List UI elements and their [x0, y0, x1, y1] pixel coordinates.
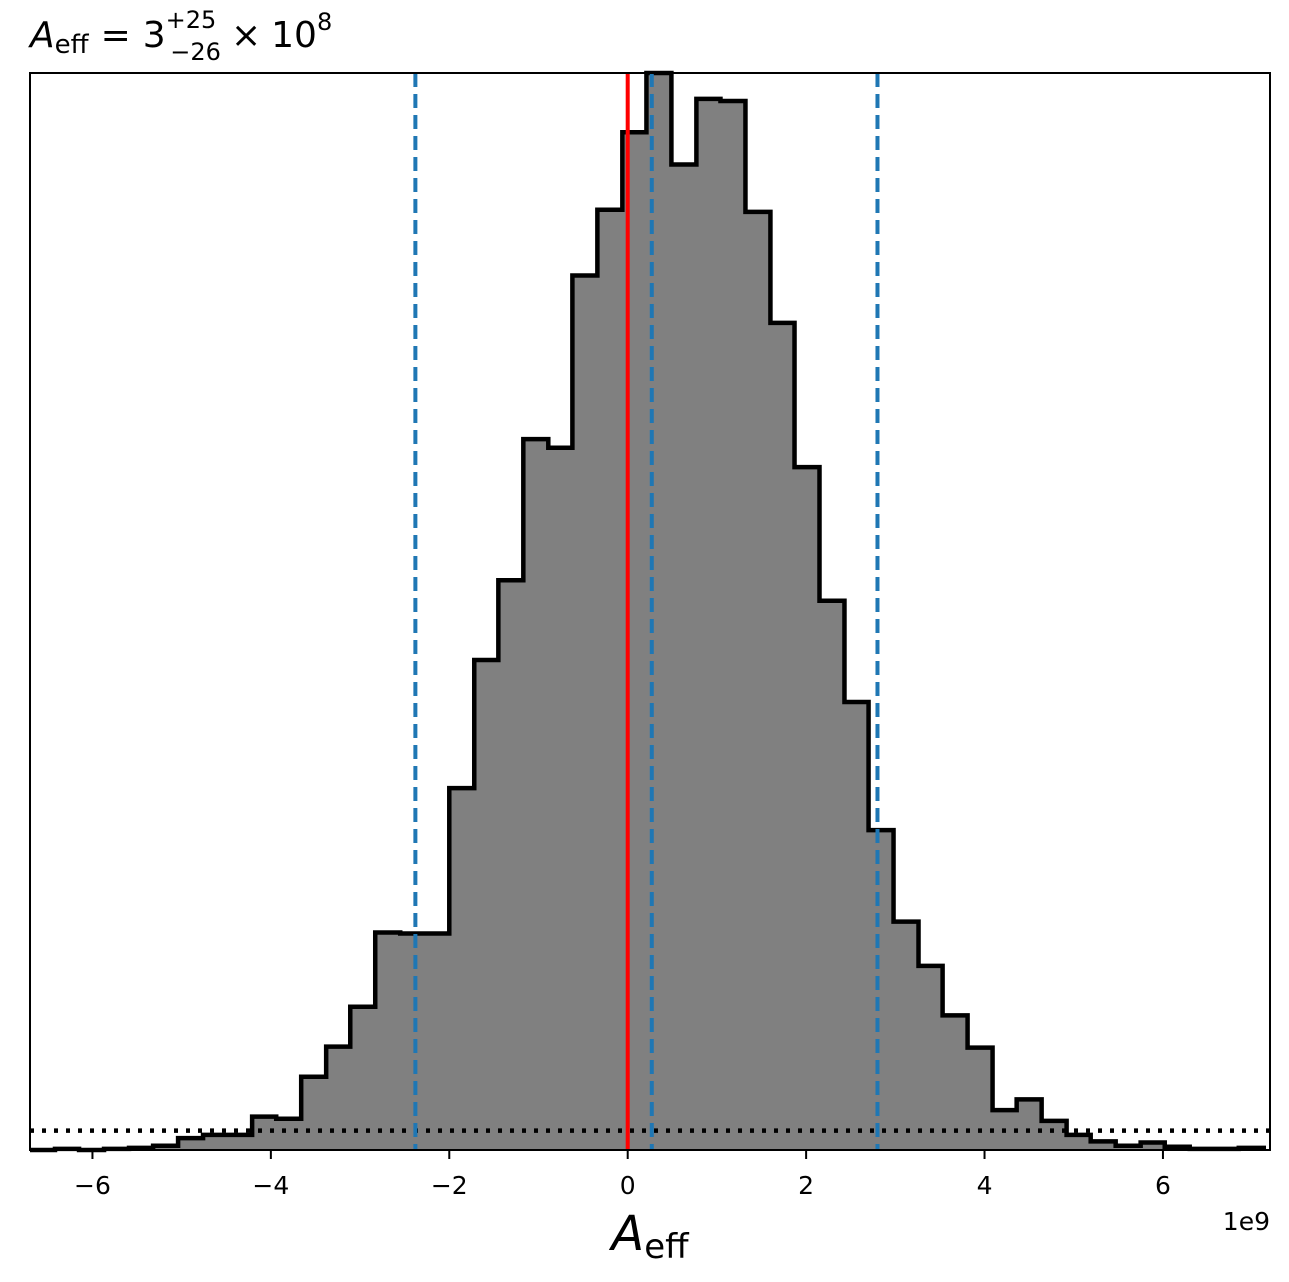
- histogram-bar: [720, 101, 746, 1150]
- x-tick-label: 2: [798, 1171, 814, 1200]
- histogram-bar: [942, 1015, 969, 1151]
- histogram-bar: [276, 1118, 302, 1150]
- histogram-bar: [794, 467, 820, 1150]
- x-tick-label: 4: [977, 1171, 993, 1200]
- histogram-bar: [449, 788, 475, 1150]
- histogram-bar: [770, 322, 796, 1150]
- title-minus-err: −26: [170, 38, 221, 66]
- histogram-bar: [474, 659, 499, 1150]
- histogram-fill-layer: [54, 73, 1265, 1151]
- histogram-bar: [1016, 1099, 1043, 1150]
- title-symbol-subscript: eff: [55, 30, 90, 60]
- histogram-bar: [326, 1046, 351, 1150]
- title-symbol: A: [28, 15, 55, 56]
- histogram-bar: [227, 1134, 253, 1150]
- title-times: ×: [231, 15, 261, 56]
- histogram-bar: [745, 211, 771, 1150]
- histogram-bar: [375, 932, 401, 1150]
- histogram-bar: [819, 600, 845, 1150]
- x-offset-label: 1e9: [1223, 1207, 1270, 1236]
- title-median: 3: [143, 15, 166, 56]
- histogram-bar: [696, 98, 721, 1151]
- x-tick-label: 0: [620, 1171, 636, 1200]
- x-tick-label: −4: [252, 1171, 289, 1200]
- axes-frame: [29, 72, 1271, 1151]
- histogram-bar: [350, 1006, 376, 1150]
- histogram-bar: [498, 580, 524, 1150]
- histogram-bar: [424, 933, 450, 1150]
- histogram-bar: [1066, 1134, 1092, 1150]
- histogram-bar: [967, 1047, 994, 1150]
- x-axis-label: Aeff: [608, 1206, 690, 1267]
- histogram-bar: [301, 1076, 327, 1150]
- histogram-bar: [523, 439, 549, 1150]
- x-tick-label: −6: [74, 1171, 111, 1200]
- histogram-bar: [844, 701, 870, 1150]
- chart-title: Aeff = 3+25 −26 × 108: [28, 6, 332, 66]
- x-axis-label-symbol: A: [608, 1206, 644, 1262]
- histogram-bar: [1090, 1141, 1117, 1150]
- histogram-bar: [671, 164, 697, 1151]
- title-equals: =: [101, 15, 131, 56]
- histogram-bar: [893, 921, 920, 1150]
- histogram-bar: [1140, 1142, 1166, 1150]
- histogram-bar: [400, 933, 425, 1150]
- x-ticks-layer: −6 −4 −2 0 2 4 6: [74, 1150, 1171, 1200]
- histogram-bar: [252, 1116, 277, 1150]
- histogram-bar: [178, 1138, 204, 1150]
- title-exp-power: 8: [317, 8, 332, 36]
- title-plus-err: +25: [166, 6, 217, 34]
- histogram-bar: [1041, 1120, 1068, 1150]
- x-tick-label: 6: [1155, 1171, 1171, 1200]
- histogram-bar: [203, 1134, 228, 1150]
- histogram-bar: [597, 209, 623, 1150]
- vertical-lines-layer: [413, 73, 880, 1150]
- x-tick-label: −2: [431, 1171, 468, 1200]
- histogram-bar: [868, 830, 895, 1150]
- histogram-bar: [548, 447, 573, 1150]
- title-exp-base: 10: [271, 15, 317, 56]
- histogram-bar: [572, 275, 598, 1151]
- x-axis-label-subscript: eff: [644, 1227, 690, 1267]
- histogram-bar: [918, 965, 944, 1150]
